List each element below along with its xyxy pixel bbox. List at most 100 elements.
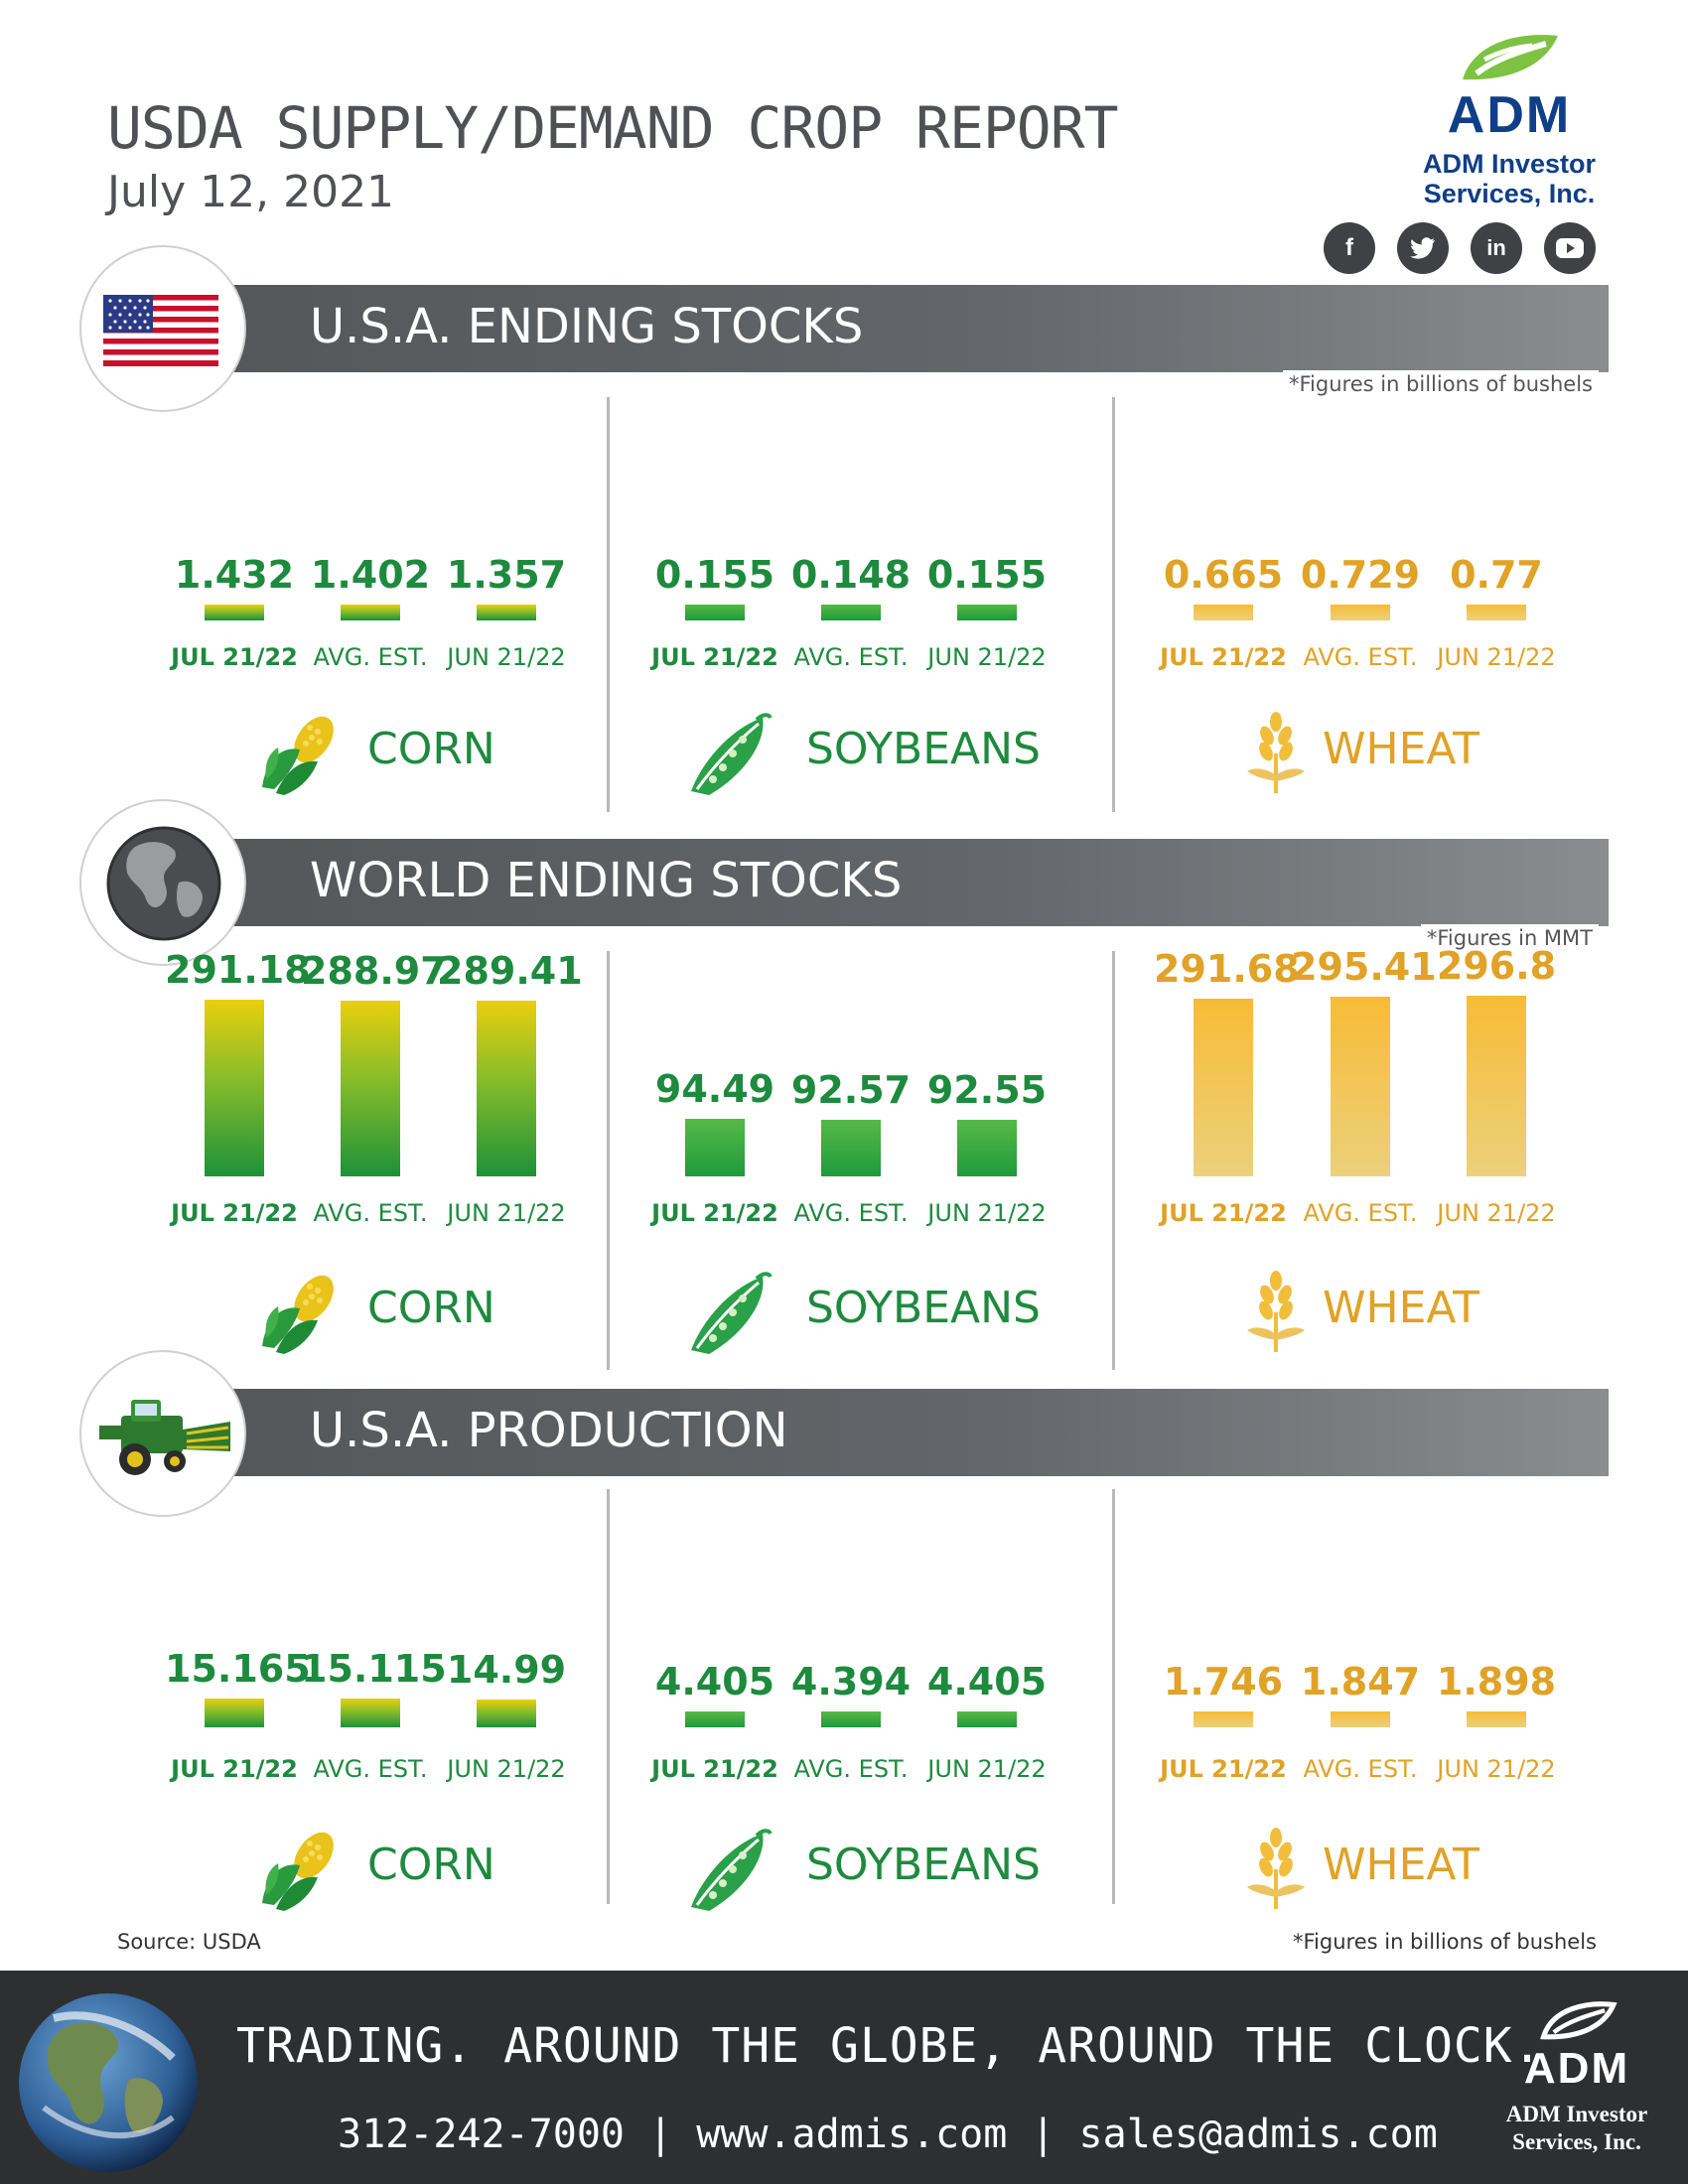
bar-wheat-2 — [1467, 996, 1526, 1176]
section-units-note: *Figures in MMT — [1420, 924, 1599, 952]
category-label: JUL 21/22 — [651, 1199, 778, 1227]
data-label-soybeans-1: 92.57 — [790, 1068, 912, 1113]
data-label-soybeans-2: 92.55 — [926, 1068, 1048, 1113]
data-label-corn-0: 1.432 — [174, 553, 295, 597]
column-divider — [1112, 1489, 1115, 1904]
column-divider — [607, 951, 610, 1370]
category-label: JUN 21/22 — [927, 1199, 1047, 1227]
data-label-soybeans-0: 94.49 — [654, 1067, 775, 1112]
units-footnote: *Figures in billions of bushels — [1293, 1930, 1597, 1954]
category-label: AVG. EST. — [313, 1199, 428, 1227]
crop-name-wheat: WHEAT — [1323, 1840, 1479, 1890]
crop-name-wheat: WHEAT — [1323, 724, 1479, 774]
adm-leaf-icon — [1540, 2001, 1618, 2040]
data-label-wheat-1: 0.729 — [1300, 553, 1421, 597]
bar-corn-1 — [341, 605, 400, 620]
footer-tagline: TRADING. AROUND THE GLOBE, AROUND THE CL… — [236, 2018, 1543, 2074]
globe-badge — [79, 799, 246, 966]
page-title: USDA SUPPLY/DEMAND CROP REPORT — [107, 94, 1119, 162]
bar-corn-0 — [205, 999, 264, 1176]
crop-name-soybeans: SOYBEANS — [806, 1283, 1041, 1333]
category-label: JUN 21/22 — [447, 1755, 566, 1783]
category-label: AVG. EST. — [313, 1755, 428, 1783]
category-label: JUL 21/22 — [1160, 1199, 1287, 1227]
linkedin-icon[interactable]: in — [1471, 222, 1522, 274]
data-label-corn-2: 14.99 — [446, 1647, 567, 1692]
facebook-icon[interactable]: f — [1324, 222, 1375, 274]
category-label: JUL 21/22 — [171, 1199, 298, 1227]
soybeans-icon — [683, 710, 773, 799]
category-label: AVG. EST. — [313, 643, 428, 671]
footer-brand-line2: Services, Inc. — [1512, 2129, 1641, 2154]
category-label: JUL 21/22 — [651, 643, 778, 671]
category-label: JUN 21/22 — [1437, 643, 1556, 671]
combine-harvester-icon — [99, 1400, 230, 1475]
bar-wheat-0 — [1194, 999, 1253, 1176]
bar-wheat-0 — [1194, 605, 1253, 620]
wheat-icon — [1231, 1269, 1321, 1358]
footer-banner: TRADING. AROUND THE GLOBE, AROUND THE CL… — [0, 1971, 1688, 2184]
bar-corn-1 — [341, 1000, 400, 1176]
bar-wheat-2 — [1467, 1711, 1526, 1727]
corn-icon — [256, 1269, 346, 1358]
category-label: AVG. EST. — [1303, 1755, 1418, 1783]
data-label-corn-1: 15.115 — [301, 1647, 447, 1692]
data-label-wheat-2: 296.8 — [1436, 944, 1557, 989]
column-divider — [1112, 397, 1115, 812]
data-label-corn-1: 288.97 — [301, 948, 447, 993]
section-units-note: *Figures in billions of bushels — [1283, 370, 1599, 398]
bar-corn-2 — [477, 1699, 536, 1727]
category-label: JUL 21/22 — [171, 1755, 298, 1783]
wheat-icon — [1231, 1826, 1321, 1915]
youtube-icon[interactable] — [1544, 222, 1596, 274]
soybeans-icon — [683, 1826, 773, 1915]
section-band-world-ending-stocks: WORLD ENDING STOCKS *Figures in MMT — [230, 839, 1609, 952]
category-label: JUN 21/22 — [1437, 1199, 1556, 1227]
data-label-corn-2: 1.357 — [446, 553, 567, 597]
data-label-soybeans-2: 4.405 — [926, 1660, 1048, 1704]
crop-name-soybeans: SOYBEANS — [806, 724, 1041, 774]
bar-corn-2 — [477, 605, 536, 620]
data-label-soybeans-2: 0.155 — [926, 553, 1048, 597]
footer-brand: ADM — [1523, 2044, 1630, 2093]
bar-soybeans-0 — [685, 605, 745, 620]
combine-badge — [79, 1350, 246, 1517]
corn-icon — [256, 1826, 346, 1915]
usa-flag-badge — [79, 245, 246, 412]
data-label-corn-2: 289.41 — [437, 948, 583, 993]
category-label: AVG. EST. — [1303, 643, 1418, 671]
category-label: JUL 21/22 — [1160, 643, 1287, 671]
bar-corn-0 — [205, 1699, 264, 1727]
data-label-wheat-2: 1.898 — [1436, 1660, 1557, 1704]
section-title: U.S.A. ENDING STOCKS — [310, 299, 864, 354]
data-label-corn-0: 15.165 — [165, 1647, 311, 1692]
data-label-wheat-1: 1.847 — [1300, 1660, 1421, 1704]
category-label: JUN 21/22 — [927, 1755, 1047, 1783]
crop-name-soybeans: SOYBEANS — [806, 1840, 1041, 1890]
crop-name-corn: CORN — [367, 724, 495, 774]
adm-leaf-icon — [1463, 35, 1558, 80]
data-label-wheat-0: 291.68 — [1154, 947, 1300, 992]
footer-contact[interactable]: 312-242-7000 | www.admis.com | sales@adm… — [338, 2112, 1438, 2157]
data-label-wheat-1: 295.41 — [1291, 944, 1437, 989]
category-label: JUL 21/22 — [651, 1755, 778, 1783]
bar-wheat-2 — [1467, 605, 1526, 620]
category-label: AVG. EST. — [793, 1755, 909, 1783]
bar-corn-0 — [205, 605, 264, 620]
category-label: JUN 21/22 — [447, 1199, 566, 1227]
data-label-corn-1: 1.402 — [310, 553, 431, 597]
category-label: JUN 21/22 — [1437, 1755, 1556, 1783]
bar-soybeans-1 — [821, 1711, 881, 1727]
category-label: JUN 21/22 — [927, 643, 1047, 671]
data-label-soybeans-0: 4.405 — [654, 1660, 775, 1704]
category-label: AVG. EST. — [793, 643, 909, 671]
bar-corn-1 — [341, 1699, 400, 1727]
column-divider — [607, 1489, 610, 1904]
bar-soybeans-1 — [821, 605, 881, 620]
twitter-icon[interactable] — [1397, 222, 1449, 274]
usa-flag-icon — [103, 295, 218, 366]
source-note: Source: USDA — [117, 1930, 261, 1954]
category-label: JUL 21/22 — [1160, 1755, 1287, 1783]
data-label-wheat-0: 1.746 — [1163, 1660, 1284, 1704]
bar-wheat-1 — [1331, 605, 1390, 620]
